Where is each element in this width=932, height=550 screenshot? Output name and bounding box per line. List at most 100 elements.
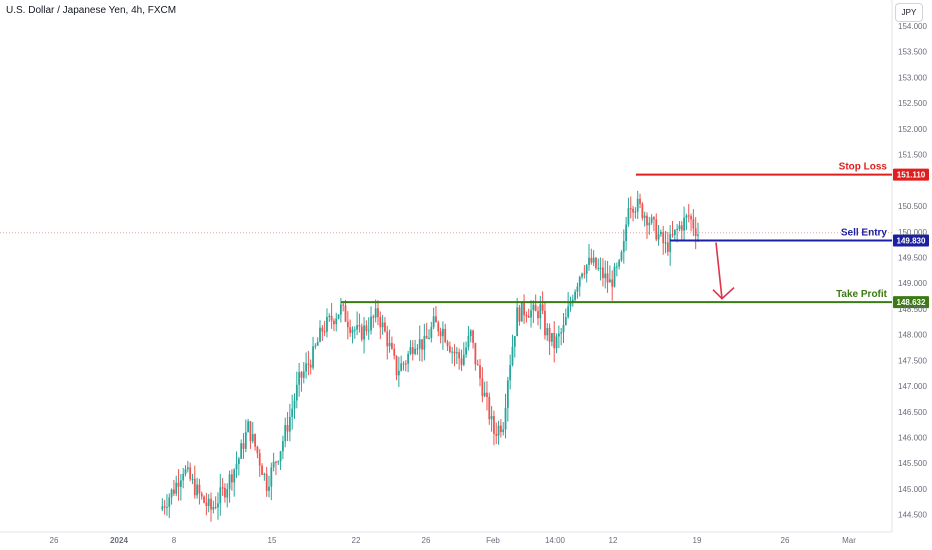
level-price-tag: 151.110: [897, 171, 926, 180]
candle: [516, 297, 519, 337]
candle: [196, 477, 199, 499]
candle: [377, 300, 379, 326]
candle: [650, 214, 653, 225]
candle: [300, 371, 303, 392]
candle: [448, 341, 451, 354]
candle: [381, 314, 384, 335]
candle: [265, 466, 268, 497]
candle: [629, 196, 632, 219]
candle: [337, 314, 340, 320]
candle: [687, 203, 690, 223]
candle: [221, 478, 224, 496]
candle: [414, 339, 416, 356]
candle: [407, 350, 410, 373]
candle: [588, 244, 590, 271]
candle: [367, 317, 370, 340]
candle: [272, 452, 275, 472]
candle: [537, 306, 539, 326]
candle: [483, 381, 486, 398]
candle: [557, 325, 560, 349]
currency-button[interactable]: JPY: [895, 3, 923, 22]
x-tick-label: 22: [352, 536, 361, 545]
candle: [235, 451, 238, 478]
candle: [613, 262, 616, 288]
candle: [474, 342, 477, 371]
x-tick-label: Mar: [842, 536, 856, 545]
candle: [437, 320, 440, 337]
y-tick-label: 145.000: [898, 485, 927, 494]
candle: [641, 202, 644, 221]
candle: [497, 420, 500, 445]
candle: [453, 344, 456, 367]
candle: [291, 394, 294, 430]
candle: [662, 225, 665, 255]
candle: [254, 433, 256, 451]
candle: [166, 494, 168, 516]
level-label: Stop Loss: [839, 162, 888, 173]
candle: [513, 335, 516, 358]
candles: [161, 190, 699, 522]
candle: [555, 333, 558, 354]
candle: [643, 211, 646, 227]
candle: [530, 300, 532, 328]
candle: [648, 216, 651, 235]
candle: [370, 306, 372, 335]
candle: [351, 326, 354, 344]
candle: [632, 205, 634, 222]
candle: [173, 479, 175, 497]
x-tick-label: 2024: [110, 536, 128, 545]
candle: [379, 311, 382, 340]
candle: [615, 262, 618, 277]
candle: [409, 340, 412, 356]
candle: [268, 475, 270, 498]
candle: [363, 316, 365, 354]
candle: [353, 326, 356, 339]
level-price-tag: 148.632: [897, 298, 926, 307]
candle: [581, 272, 583, 280]
x-tick-label: 8: [172, 536, 177, 545]
x-tick-label: 12: [609, 536, 618, 545]
candle: [590, 248, 593, 265]
candle: [388, 329, 391, 353]
candle: [214, 496, 217, 510]
candle: [330, 302, 333, 329]
candle: [270, 462, 273, 501]
x-tick-label: 26: [50, 536, 59, 545]
candle: [671, 220, 674, 238]
candle: [602, 258, 604, 287]
y-tick-label: 152.500: [898, 99, 927, 108]
candle: [511, 334, 514, 367]
y-tick-label: 153.000: [898, 73, 927, 82]
candle: [212, 500, 215, 514]
candle: [574, 289, 576, 302]
candle: [309, 359, 312, 375]
y-tick-label: 152.000: [898, 125, 927, 134]
candle: [390, 336, 393, 350]
candle: [608, 265, 611, 283]
candle: [627, 197, 630, 227]
candle: [256, 445, 259, 459]
candle: [312, 336, 314, 370]
candle: [219, 474, 222, 516]
candle: [365, 320, 368, 336]
candle: [653, 216, 655, 232]
candle: [692, 209, 695, 237]
x-tick-label: 19: [693, 536, 702, 545]
candle: [697, 222, 699, 242]
candle: [356, 311, 359, 336]
candle: [583, 265, 586, 279]
candle: [163, 499, 166, 515]
candle: [527, 308, 530, 318]
candle: [657, 224, 660, 246]
candle: [469, 329, 472, 343]
y-tick-label: 145.500: [898, 459, 927, 468]
candle: [293, 393, 296, 419]
candle: [479, 358, 481, 387]
candle: [339, 297, 342, 323]
candle: [323, 320, 326, 337]
candle: [284, 417, 287, 448]
level-take-profit: Take Profit 148.632: [341, 289, 929, 309]
candle: [548, 323, 551, 356]
candle: [493, 410, 495, 446]
candle: [316, 337, 319, 346]
